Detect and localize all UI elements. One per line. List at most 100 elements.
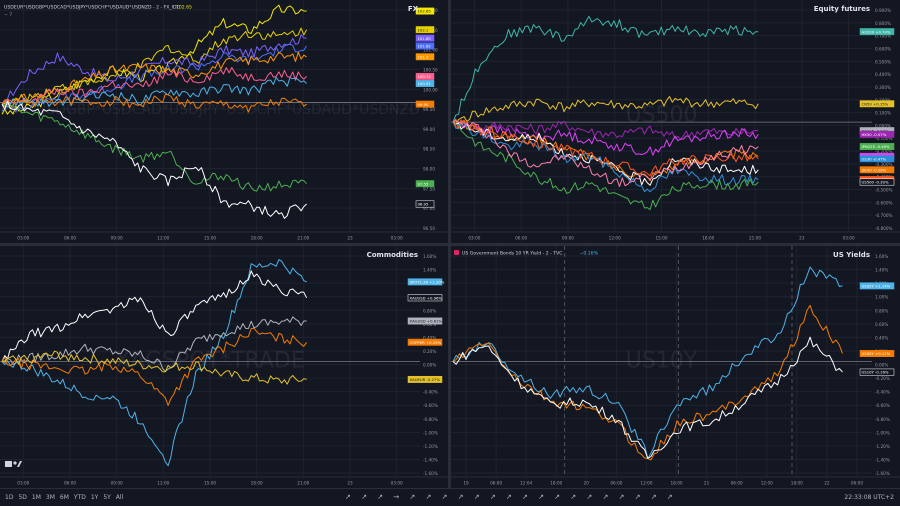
utc-clock[interactable]: 22:33:08 UTC+2 — [844, 494, 894, 501]
price-tag — [407, 278, 443, 286]
price-tag-text: US02Y +1.14% — [862, 283, 891, 288]
time-tick-label: 12:04 — [520, 481, 532, 486]
series-line-3 — [1, 327, 308, 406]
series-line-2 — [1, 34, 307, 106]
symbol-watermark: US10Y — [626, 349, 698, 374]
legend-toggle[interactable]: − 7 — [4, 12, 12, 18]
series-line-4 — [1, 350, 307, 385]
y-tick-label: 1.40% — [423, 268, 436, 273]
y-tick-label: -1.40% — [875, 457, 890, 462]
price-tag-text: 97.55 — [418, 181, 429, 186]
series-line-6 — [452, 121, 759, 193]
y-tick-label: -0.300% — [875, 162, 892, 167]
timeframe-all[interactable]: All — [115, 494, 124, 501]
timeframe-ytd[interactable]: YTD — [73, 494, 86, 501]
time-tick-label: 18:00 — [550, 481, 562, 486]
price-tag-text: US30 -0.47% — [862, 156, 887, 161]
y-tick-label: -1.00% — [875, 430, 890, 435]
price-tag — [415, 72, 435, 80]
time-tick-label: 20 — [584, 481, 590, 486]
price-tag — [415, 7, 435, 15]
price-tag — [859, 100, 895, 108]
time-tick-label: 22 — [824, 481, 830, 486]
series-line-0 — [1, 259, 307, 467]
y-tick-label: 0.600% — [875, 46, 891, 51]
price-tag — [859, 166, 895, 174]
price-tag — [415, 200, 435, 208]
price-tag-text: US500 -0.39% — [862, 180, 889, 185]
series-line-4 — [1, 51, 307, 107]
series-line-7 — [1, 93, 307, 113]
time-tick-label: 12:00 — [640, 481, 652, 486]
y-tick-label: 98.00 — [423, 167, 435, 172]
price-tag — [407, 338, 443, 346]
time-tick-label: 21:00 — [297, 481, 309, 486]
time-tick-label: 03:00 — [17, 481, 29, 486]
y-tick-label: -0.200% — [875, 149, 892, 154]
timeframe-5d[interactable]: 5D — [18, 494, 27, 501]
price-tag — [407, 317, 443, 325]
price-tag-text: 99.90 — [418, 102, 429, 107]
drawing-tools[interactable]: ↗ ↗ ↗ → ↗ ↗ ↗ ↗ ↗ ↗ ↗ ↗ ↗ ↗ ↗ ↗ ↗ ↗ ↗ ↗ … — [345, 493, 677, 501]
panel-eq[interactable]: 0.900% 0.800% 0.700% 0.600% 0.500% 0.400% 0.30… — [451, 0, 900, 243]
price-tag-text: AU200 +0.74% — [862, 29, 891, 34]
y-tick-label: 0.900% — [875, 8, 891, 13]
timeframe-1m[interactable]: 1M — [31, 494, 41, 501]
time-tick-label: 12:00 — [157, 481, 169, 486]
time-tick-label: 03:00 — [468, 236, 480, 241]
y-tick-label: -1.20% — [423, 444, 438, 449]
price-tag-text: JPN225 -0.49% — [861, 144, 891, 149]
time-tick-label: 06:00 — [851, 481, 863, 486]
symbol-header-value: −0.16% — [580, 251, 599, 257]
symbol-header[interactable]: US Government Bonds 10 YR Yield - 2 - TV… — [462, 251, 562, 257]
timeframe-1d[interactable]: 1D — [5, 494, 14, 501]
price-tag-text: XAUUSD +0.96% — [410, 295, 443, 300]
symbol-watermark: XAGSPOT*TRADE — [115, 349, 305, 374]
series-line-1 — [1, 270, 308, 362]
symbol-watermark: US500 — [625, 103, 697, 128]
y-tick-label: 100.00 — [423, 87, 438, 92]
time-tick-label: 19 — [463, 481, 469, 486]
series-line-8 — [452, 119, 759, 177]
series-line-2 — [452, 119, 759, 140]
tradingview-logo-icon[interactable] — [5, 461, 22, 467]
price-tag-text: SPOT1.26 +1.20% — [410, 279, 445, 284]
price-tag — [859, 178, 895, 186]
price-tag-text: CN50 +0.15% — [862, 101, 889, 106]
panel-title: US Yields — [833, 251, 870, 259]
timeframe-6m[interactable]: 6M — [59, 494, 69, 501]
y-tick-label: 97.00 — [423, 206, 435, 211]
price-tag-text: HK50 -0.07% — [862, 132, 887, 137]
y-tick-label: -1.00% — [423, 430, 438, 435]
y-tick-label: 97.50 — [423, 186, 435, 191]
price-tag-text: 102.1 — [418, 27, 429, 32]
time-tick-label: 21:00 — [297, 236, 309, 241]
time-tick-label: 06:00 — [515, 236, 527, 241]
panel-yld[interactable]: 1.60%1.40%1.20%1.00%0.80%0.60%0.40%0.20%… — [451, 246, 900, 488]
time-tick-label: 15:00 — [204, 481, 216, 486]
y-tick-label: 99.50 — [423, 107, 435, 112]
price-tag — [415, 26, 435, 34]
time-tick-label: 15:00 — [655, 236, 667, 241]
horizontal-divider[interactable] — [0, 243, 900, 246]
y-tick-label: -0.60% — [875, 403, 890, 408]
timeframe-3m[interactable]: 3M — [45, 494, 55, 501]
panel-fx[interactable]: 102.00101.50101.00100.50100.0099.5099.00… — [0, 0, 448, 243]
y-tick-label: 99.00 — [423, 127, 435, 132]
price-tag-text: 100.72 — [418, 74, 432, 79]
y-tick-label: 101.00 — [423, 48, 438, 53]
y-tick-label: 0.80% — [875, 308, 888, 313]
time-tick-label: 21:00 — [749, 236, 761, 241]
time-tick-label: 12:00 — [761, 481, 773, 486]
timeframe-1y[interactable]: 1Y — [90, 494, 99, 501]
y-tick-label: -1.40% — [423, 457, 438, 462]
panel-cmd[interactable]: 1.60%1.40%1.20%1.00%0.80%0.60%0.40%0.20%… — [0, 246, 448, 488]
series-line-1 — [452, 96, 759, 125]
y-tick-label: 0.00% — [423, 363, 436, 368]
symbol-header[interactable]: USDEUR*USDGBP*USDCAD*USDJPY*USDCHF*USDAU… — [4, 5, 180, 11]
time-tick-label: 23 — [347, 481, 353, 486]
series-line-2 — [452, 336, 843, 459]
panel-title: Commodities — [367, 251, 418, 259]
timeframe-5y[interactable]: 5Y — [103, 494, 111, 501]
